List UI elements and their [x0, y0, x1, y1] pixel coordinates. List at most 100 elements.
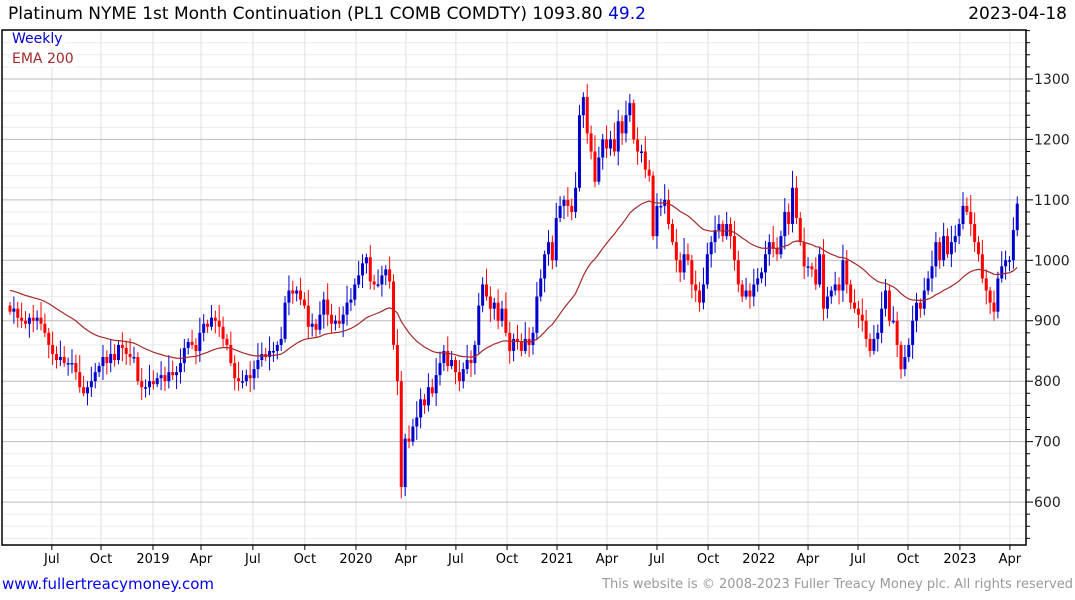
candle-up [608, 139, 612, 149]
candle-down [643, 151, 647, 170]
candle-down [128, 353, 132, 358]
candle-down [454, 360, 458, 373]
candle-up [597, 157, 601, 182]
candle-up [1007, 260, 1011, 262]
candle-down [771, 242, 775, 249]
candle-down [814, 269, 818, 285]
candle-up [543, 254, 547, 279]
candle-up [85, 387, 89, 394]
x-tick-label: Jul [648, 552, 665, 567]
candle-down [302, 299, 306, 306]
candle-up [310, 323, 314, 327]
candle-up [779, 236, 783, 255]
candle-up [891, 320, 895, 323]
candle-down [667, 199, 671, 225]
candle-up [616, 121, 620, 152]
x-tick-label: 2020 [339, 552, 372, 567]
candle-up [58, 357, 62, 361]
candle-down [229, 344, 233, 364]
candle-up [477, 305, 481, 345]
candle-down [736, 260, 740, 285]
candle-up [911, 320, 915, 345]
candle-down [794, 187, 798, 218]
candle-up [825, 296, 829, 309]
candle-up [380, 275, 384, 285]
candle-up [818, 254, 822, 285]
candle-down [632, 103, 636, 140]
x-tick-label: Oct [496, 552, 518, 567]
x-tick-label: Apr [999, 552, 1022, 567]
candle-up [903, 357, 907, 370]
candle-down [31, 317, 35, 321]
candle-up [752, 284, 756, 297]
candle-down [748, 290, 752, 297]
candle-up [725, 224, 729, 237]
candle-up [287, 290, 291, 303]
candle-down [407, 438, 411, 442]
legend-ema: EMA 200 [10, 51, 76, 67]
candle-down [16, 308, 20, 318]
candle-down [984, 278, 988, 291]
candle-down [314, 323, 318, 330]
candle-up [717, 224, 721, 231]
candle-down [853, 302, 857, 309]
candle-up [419, 399, 423, 418]
candle-up [957, 224, 961, 237]
candle-down [732, 236, 736, 261]
candle-up [953, 236, 957, 243]
candle-up [558, 205, 562, 218]
candle-down [965, 205, 969, 212]
website-link[interactable]: www.fullertreacymoney.com [2, 575, 215, 593]
candle-up [426, 387, 430, 406]
legend-weekly: Weekly [10, 31, 65, 47]
candle-up [411, 426, 415, 442]
candle-up [523, 338, 527, 351]
candle-down [674, 242, 678, 261]
candle-down [977, 242, 980, 255]
candle-up [461, 369, 465, 382]
candle-up [159, 375, 163, 379]
candle-up [701, 284, 705, 303]
candle-down [845, 260, 849, 285]
candle-down [113, 353, 117, 361]
candle-up [450, 360, 454, 367]
candle-up [841, 260, 845, 291]
candle-up [434, 375, 438, 394]
y-tick-label: 900 [1034, 314, 1061, 330]
candle-down [496, 302, 500, 321]
x-tick-label: Oct [294, 552, 316, 567]
candle-up [295, 290, 299, 294]
candle-down [868, 338, 872, 351]
candle-down [171, 372, 175, 376]
candle-down [566, 199, 570, 206]
candle-down [221, 326, 225, 339]
y-tick-label: 800 [1034, 374, 1061, 390]
candle-down [82, 387, 86, 394]
candle-down [47, 332, 51, 345]
candle-up [465, 360, 469, 370]
y-tick-label: 600 [1034, 495, 1061, 511]
candle-up [763, 254, 767, 273]
candle-up [341, 314, 345, 324]
title-text: Platinum NYME 1st Month Continuation (PL… [8, 4, 603, 24]
candle-up [709, 242, 713, 255]
candle-up [415, 417, 419, 427]
candle-down [326, 299, 330, 315]
candle-up [601, 139, 605, 158]
candle-down [388, 269, 392, 282]
candle-up [35, 317, 39, 321]
candle-up [109, 353, 113, 364]
candle-down [392, 281, 396, 345]
candle-down [217, 320, 221, 327]
candle-down [946, 236, 950, 255]
candle-up [1011, 230, 1015, 261]
candle-up [101, 357, 105, 367]
x-tick-label: Apr [190, 552, 213, 567]
candle-up [531, 332, 535, 345]
candle-down [399, 381, 403, 487]
candle-down [54, 353, 58, 361]
candle-up [244, 375, 248, 382]
x-tick-label: Apr [395, 552, 418, 567]
candle-up [500, 308, 504, 321]
plot-frame [1, 29, 1027, 546]
